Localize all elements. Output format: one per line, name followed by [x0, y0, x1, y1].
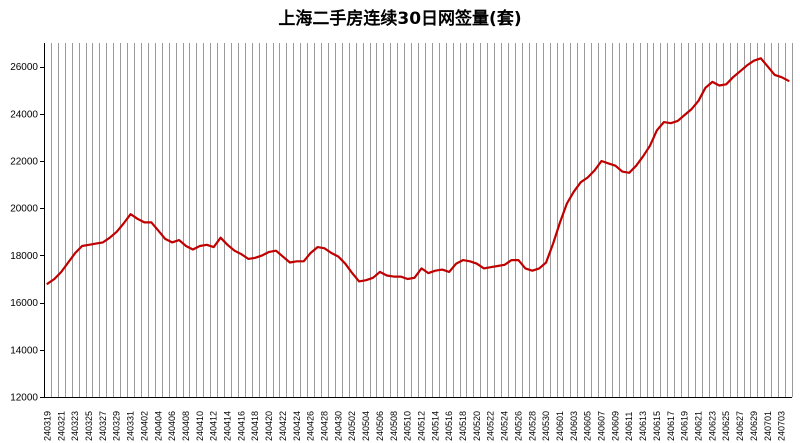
- x-tick-label: 240530: [541, 411, 551, 441]
- x-tick-label: 240323: [70, 411, 80, 441]
- x-tick-label: 240512: [416, 411, 426, 441]
- y-tick-label: 26000: [10, 62, 38, 73]
- y-tick-label: 18000: [10, 251, 38, 262]
- y-tick-label: 24000: [10, 109, 38, 120]
- y-tick-label: 22000: [10, 157, 38, 168]
- x-tick-label: 240605: [583, 411, 593, 441]
- x-tick-label: 240418: [250, 411, 260, 441]
- y-tick-label: 12000: [10, 393, 38, 404]
- series-line: [46, 57, 790, 285]
- x-tick-label: 240416: [236, 411, 246, 441]
- x-tick-label: 240619: [680, 411, 690, 441]
- x-tick-label: 240428: [320, 411, 330, 441]
- x-tick-label: 240625: [721, 411, 731, 441]
- x-tick-label: 240426: [306, 411, 316, 441]
- x-tick-label: 240406: [167, 411, 177, 441]
- chart-title: 上海二手房连续30日网签量(套): [278, 8, 521, 29]
- x-tick-label: 240331: [126, 411, 136, 441]
- y-axis-ticks: 12000 14000 16000 18000 20000 22000 24000 26000: [10, 62, 44, 404]
- x-tick-label: 240508: [389, 411, 399, 441]
- x-tick-label: 240510: [403, 411, 413, 441]
- y-tick-label: 20000: [10, 204, 38, 215]
- y-tick-label: 14000: [10, 345, 38, 356]
- x-tick-label: 240504: [361, 411, 371, 441]
- x-tick-label: 240514: [430, 411, 440, 441]
- x-tick-label: 240615: [652, 411, 662, 441]
- x-tick-label: 240617: [666, 411, 676, 441]
- x-tick-label: 240621: [694, 411, 704, 441]
- x-tick-label: 240422: [278, 411, 288, 441]
- x-tick-label: 240430: [333, 411, 343, 441]
- x-tick-label: 240502: [347, 411, 357, 441]
- gridlines: [51, 43, 793, 397]
- x-tick-label: 240325: [84, 411, 94, 441]
- x-tick-label: 240701: [763, 411, 773, 441]
- x-tick-label: 240607: [597, 411, 607, 441]
- y-tick-label: 16000: [10, 298, 38, 309]
- x-tick-label: 240629: [749, 411, 759, 441]
- x-tick-label: 240601: [555, 411, 565, 441]
- x-tick-label: 240611: [624, 412, 634, 441]
- x-tick-label: 240402: [139, 411, 149, 441]
- series-layer: [46, 57, 790, 285]
- x-tick-label: 240703: [777, 411, 787, 441]
- x-tick-label: 240321: [56, 411, 66, 441]
- x-tick-label: 240404: [153, 411, 163, 441]
- x-tick-label: 240518: [458, 411, 468, 441]
- x-tick-label: 240414: [223, 411, 233, 441]
- x-tick-label: 240319: [42, 411, 52, 441]
- x-tick-label: 240412: [209, 411, 219, 441]
- x-tick-label: 240329: [112, 411, 122, 441]
- x-tick-label: 240528: [527, 411, 537, 441]
- x-axis-ticks: 240319 240321 240323 240325 240327 240329 2403…: [42, 411, 786, 441]
- x-tick-label: 240506: [375, 411, 385, 441]
- x-tick-label: 240520: [472, 411, 482, 441]
- x-tick-label: 240603: [569, 411, 579, 441]
- x-tick-label: 240524: [500, 411, 510, 441]
- x-tick-label: 240623: [707, 411, 717, 441]
- axes: [44, 43, 792, 398]
- x-tick-label: 240526: [513, 411, 523, 441]
- x-tick-label: 240609: [610, 411, 620, 441]
- x-tick-label: 240424: [292, 411, 302, 441]
- x-tick-label: 240627: [735, 411, 745, 441]
- x-tick-label: 240327: [98, 411, 108, 441]
- x-tick-label: 240408: [181, 411, 191, 441]
- x-tick-label: 240613: [638, 411, 648, 441]
- x-tick-label: 240410: [195, 411, 205, 441]
- x-tick-label: 240420: [264, 411, 274, 441]
- x-tick-label: 240522: [486, 411, 496, 441]
- x-tick-label: 240516: [444, 411, 454, 441]
